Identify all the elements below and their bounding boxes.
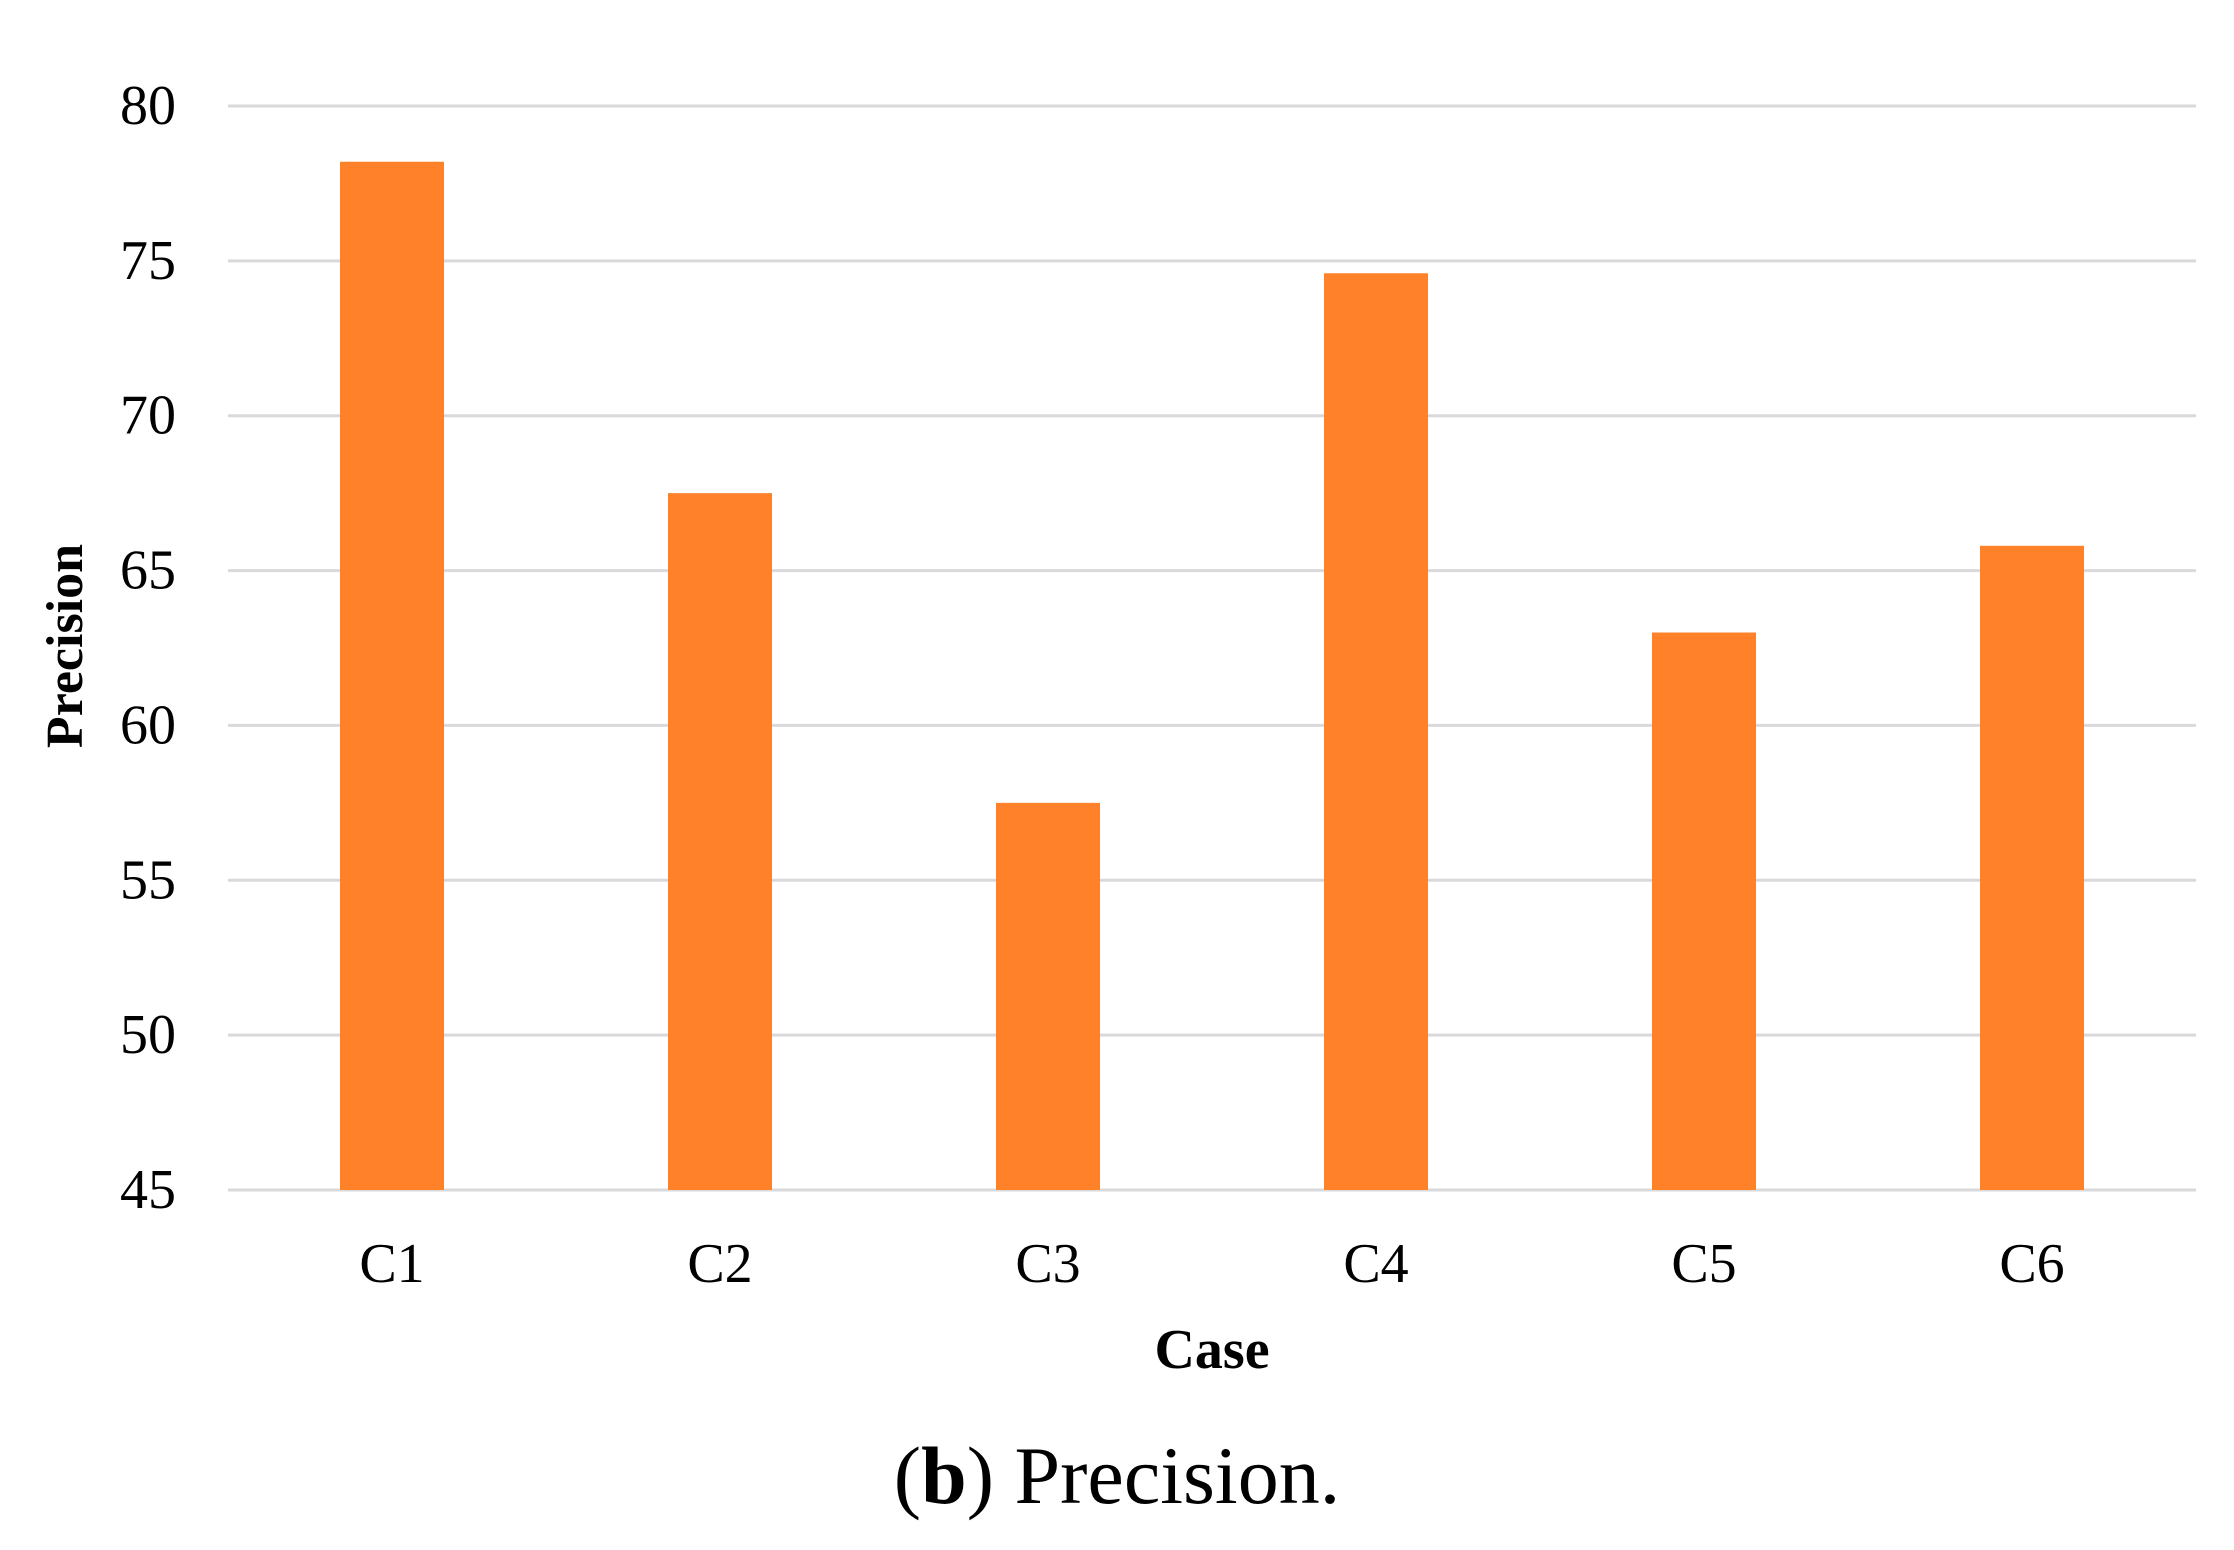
- figure-caption: (b) Precision.: [0, 1435, 2234, 1517]
- caption-close-paren: ): [966, 1430, 995, 1521]
- x-tick-label: C5: [1671, 1233, 1736, 1295]
- bar-c2: [668, 493, 772, 1191]
- bar-c6: [1980, 545, 2084, 1190]
- y-axis-label: Precision: [37, 544, 94, 748]
- y-tick-label: 50: [120, 1004, 176, 1066]
- bars: [340, 161, 2084, 1191]
- y-tick-label: 45: [120, 1159, 176, 1221]
- y-tick-label: 70: [120, 385, 176, 447]
- caption-text: Precision.: [994, 1430, 1341, 1521]
- x-tick-label: C1: [359, 1233, 424, 1295]
- x-tick-label: C2: [687, 1233, 752, 1295]
- caption-panel-label: b: [921, 1430, 967, 1521]
- y-tick-labels: 45 50 55 60 65 70 75 80: [120, 75, 176, 1221]
- y-tick-label: 80: [120, 75, 176, 137]
- gridlines: [228, 104, 2196, 1192]
- x-tick-label: C6: [1999, 1233, 2064, 1295]
- bar-c4: [1324, 273, 1428, 1190]
- x-tick-label: C3: [1015, 1233, 1080, 1295]
- bar-c1: [340, 161, 444, 1191]
- x-tick-labels: C1 C2 C3 C4 C5 C6: [359, 1233, 2064, 1295]
- bar-c5: [1652, 632, 1756, 1190]
- bar-c3: [996, 802, 1100, 1190]
- y-tick-label: 60: [120, 694, 176, 756]
- y-tick-label: 65: [120, 540, 176, 602]
- caption-open-paren: (: [893, 1430, 922, 1521]
- x-tick-label: C4: [1343, 1233, 1408, 1295]
- x-axis-label: Case: [1154, 1319, 1269, 1381]
- y-tick-label: 75: [120, 230, 176, 292]
- y-tick-label: 55: [120, 849, 176, 911]
